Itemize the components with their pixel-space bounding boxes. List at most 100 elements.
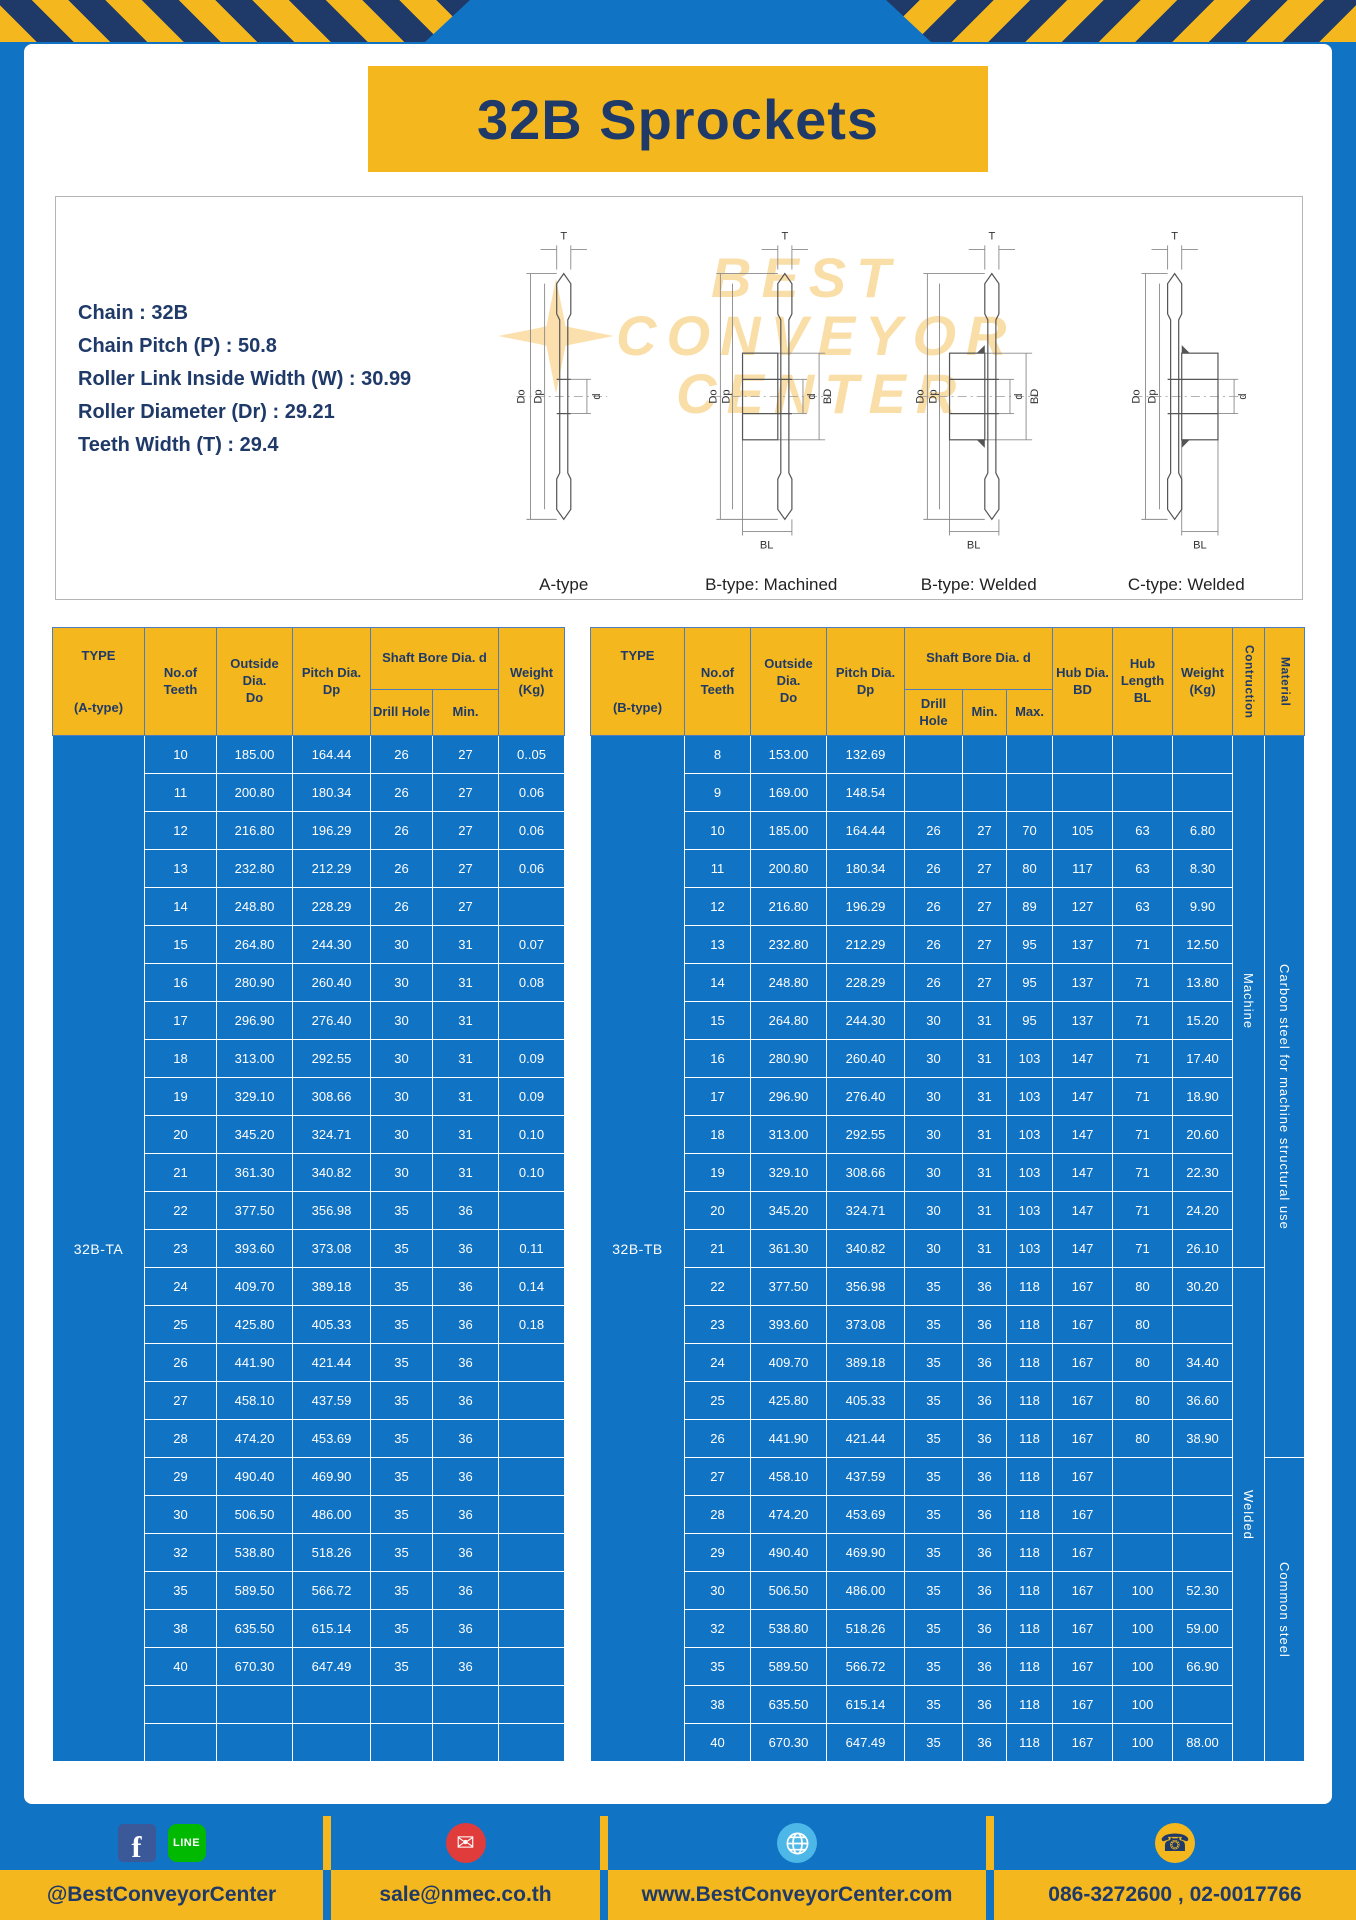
table-cell: 35 — [370, 1305, 433, 1344]
table-cell: 35 — [904, 1419, 963, 1458]
table-cell: 29 — [684, 1533, 751, 1572]
footer-label-website: www.BestConveyorCenter.com — [600, 1870, 986, 1920]
table-cell: 0.18 — [498, 1305, 565, 1344]
table-row: 16 280.90 260.40 30 31 103 147 71 17.40 — [591, 1039, 1305, 1078]
table-cell: 32 — [684, 1609, 751, 1648]
table-cell: 23 — [144, 1229, 217, 1268]
table-cell: 200.80 — [750, 849, 827, 888]
hazard-stripe-right — [886, 0, 1356, 42]
table-row: 18 313.00 292.55 30 31 0.09 — [53, 1039, 565, 1078]
table-cell: 30 — [370, 1115, 433, 1154]
table-cell: 36 — [962, 1685, 1007, 1724]
table-cell: 35 — [904, 1685, 963, 1724]
table-cell: 30 — [904, 1191, 963, 1230]
table-row: 32 538.80 518.26 35 36 118 167 100 59.00 — [591, 1609, 1305, 1648]
table-cell: 0.07 — [498, 925, 565, 964]
table-row: 27 458.10 437.59 35 36 — [53, 1381, 565, 1420]
table-cell: 167 — [1052, 1723, 1114, 1762]
table-cell: 216.80 — [750, 887, 827, 926]
construction-cell: Welded — [1232, 1267, 1266, 1762]
table-cell: 31 — [962, 1001, 1007, 1040]
table-cell: 329.10 — [216, 1077, 293, 1116]
table-cell — [370, 1723, 433, 1762]
table-cell — [1005, 773, 1054, 812]
table-cell — [498, 1495, 565, 1534]
table-cell: 373.08 — [292, 1229, 371, 1268]
table-row: 17 296.90 276.40 30 31 103 147 71 18.90 — [591, 1077, 1305, 1116]
table-cell: 340.82 — [826, 1229, 905, 1268]
table-cell: 36 — [432, 1495, 499, 1534]
mail-icon: ✉ — [445, 1823, 486, 1863]
table-cell — [144, 1723, 217, 1762]
drawing-a-type: T Do Dp d A-type — [460, 205, 668, 595]
table-cell: 18 — [144, 1039, 217, 1078]
table-cell: 180.34 — [826, 849, 905, 888]
table-cell: 635.50 — [750, 1685, 827, 1724]
table-cell: 36 — [962, 1457, 1007, 1496]
table-cell: 35 — [904, 1647, 963, 1686]
table-cell: 474.20 — [750, 1495, 827, 1534]
table-cell: 13 — [684, 925, 751, 964]
table-cell: 31 — [962, 1039, 1007, 1078]
table-cell: 216.80 — [216, 811, 293, 850]
footer-section-email: ✉ — [323, 1816, 600, 1870]
table-cell: 35 — [904, 1571, 963, 1610]
sprocket-drawings: T Do Dp d A-type — [460, 205, 1290, 595]
footer-section-phone: ☎ — [986, 1816, 1356, 1870]
table-cell: 167 — [1052, 1571, 1114, 1610]
table-cell: 27 — [144, 1381, 217, 1420]
table-cell: 6.80 — [1172, 811, 1234, 850]
table-cell: 21 — [144, 1153, 217, 1192]
table-cell: 35 — [370, 1419, 433, 1458]
table-cell: 377.50 — [750, 1267, 827, 1306]
table-row: 21 361.30 340.82 30 31 0.10 — [53, 1153, 565, 1192]
table-cell: 647.49 — [292, 1647, 371, 1686]
table-cell — [498, 887, 565, 926]
table-cell: 31 — [962, 1191, 1007, 1230]
table-cell: 27 — [432, 735, 499, 774]
table-cell: 36 — [432, 1571, 499, 1610]
table-cell: 36 — [962, 1267, 1007, 1306]
table-cell: 17 — [684, 1077, 751, 1116]
table-cell: 324.71 — [826, 1191, 905, 1230]
table-cell: 264.80 — [216, 925, 293, 964]
table-cell: 345.20 — [750, 1191, 827, 1230]
table-cell: 19 — [144, 1077, 217, 1116]
table-cell: 88.00 — [1172, 1723, 1234, 1762]
sprocket-cross-section-icon: T Do Dp d — [515, 230, 608, 521]
table-row: 25 425.80 405.33 35 36 0.18 — [53, 1305, 565, 1344]
dim-label: d — [1237, 393, 1249, 399]
table-cell: 180.34 — [292, 773, 371, 812]
table-cell: 80 — [1112, 1305, 1174, 1344]
table-cell: 137 — [1052, 1001, 1114, 1040]
table-cell: 70 — [1005, 811, 1054, 850]
col-header-drill-hole: Drill Hole — [904, 689, 963, 736]
table-cell: 27 — [432, 849, 499, 888]
table-cell: 31 — [432, 1115, 499, 1154]
table-cell: 31 — [432, 925, 499, 964]
table-cell: 26 — [684, 1419, 751, 1458]
table-cell: 27 — [962, 849, 1007, 888]
table-cell: 137 — [1052, 925, 1114, 964]
b-type-table: TYPE (B-type) No.of Teeth Outside Dia. D… — [590, 627, 1306, 1762]
dim-label: Do — [515, 389, 527, 403]
table-row: 25 425.80 405.33 35 36 118 167 80 36.60 — [591, 1381, 1305, 1420]
table-cell: 71 — [1112, 925, 1174, 964]
table-cell: 27 — [962, 925, 1007, 964]
dim-label: BD — [1029, 389, 1041, 404]
table-cell: 21 — [684, 1229, 751, 1268]
table-cell: 36 — [962, 1343, 1007, 1382]
col-header-weight: Weight (Kg) — [1172, 627, 1234, 736]
table-cell: 20.60 — [1172, 1115, 1234, 1154]
table-row: 16 280.90 260.40 30 31 0.08 — [53, 963, 565, 1002]
globe-icon — [777, 1823, 817, 1863]
table-cell: 670.30 — [216, 1647, 293, 1686]
table-cell: 118 — [1005, 1723, 1054, 1762]
table-cell: 36 — [432, 1343, 499, 1382]
content-panel: 32B Sprockets BEST CONVEYOR CENTER Chain… — [24, 44, 1332, 1804]
table-cell: 566.72 — [292, 1571, 371, 1610]
table-row: 32B-TB 8 153.00 132.69 Machine Carbon steel f… — [590, 735, 1306, 1762]
col-header-type: TYPE (A-type) — [52, 627, 145, 736]
table-cell — [1172, 1495, 1234, 1534]
type-cell: 32B-TA — [52, 735, 145, 1762]
